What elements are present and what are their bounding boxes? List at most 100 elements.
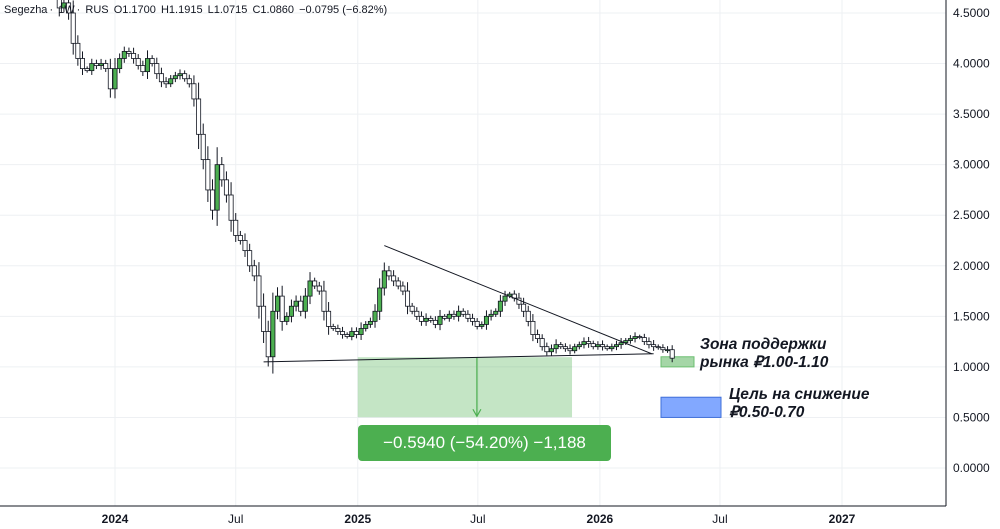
candle — [89, 58, 95, 75]
candle-body-down — [405, 290, 411, 307]
candle — [525, 305, 531, 327]
candle-body-down — [126, 51, 132, 54]
candle-body-down — [298, 300, 304, 312]
candle-body-up — [177, 73, 183, 77]
support-zone-annotation[interactable]: Зона поддержки рынка ₽1.00-1.10 — [700, 336, 828, 372]
exchange-label: RUS — [85, 4, 109, 16]
candle — [535, 329, 541, 344]
candle-body-down — [316, 285, 322, 292]
candle-body-down — [535, 334, 541, 339]
candle — [242, 233, 248, 257]
candle-body-up — [145, 58, 151, 73]
candle — [237, 230, 243, 245]
candle-body-up — [89, 63, 95, 72]
measure-area — [357, 357, 573, 418]
candle — [609, 343, 615, 352]
candle — [321, 280, 327, 321]
candle-body-down — [353, 331, 359, 335]
candle — [340, 326, 346, 339]
candle — [623, 337, 629, 345]
candle — [61, 0, 67, 13]
candle-body-down — [182, 73, 188, 80]
candle — [196, 82, 202, 150]
candle — [288, 299, 294, 323]
candle-body-down — [391, 275, 397, 282]
candle — [247, 243, 253, 272]
symbol-legend[interactable]: Segezha · 1W · RUS O1.1700 H1.1915 L1.0715… — [4, 4, 388, 16]
price-zones — [660, 356, 722, 418]
candle — [210, 179, 216, 220]
candle — [182, 70, 188, 82]
candle-body-up — [121, 51, 127, 59]
candle-body-down — [228, 194, 234, 221]
candle-body-down — [660, 347, 666, 351]
candle — [84, 66, 90, 73]
candle-body-up — [363, 324, 369, 329]
candle — [353, 327, 359, 339]
candle-body-down — [56, 0, 62, 9]
candle — [539, 334, 545, 351]
candle — [214, 147, 220, 226]
y-tick-label: 4.5000 — [953, 6, 990, 20]
candle — [358, 322, 364, 340]
measure-label[interactable]: −0.5940 (−54.20%) −1,188 — [358, 425, 611, 461]
candle — [131, 47, 137, 64]
candle — [627, 335, 633, 344]
candle-body-down — [131, 53, 137, 59]
candle-body-down — [442, 315, 448, 319]
candle-body-down — [219, 164, 225, 181]
candle — [446, 310, 452, 322]
candle — [567, 344, 573, 355]
candle — [600, 340, 606, 351]
x-tick-label: Jul — [228, 512, 243, 526]
candle-body-down — [451, 313, 457, 317]
candles — [56, 0, 675, 374]
candle-body-up — [595, 344, 601, 348]
candle — [474, 318, 480, 330]
symbol-name[interactable]: Segezha — [4, 4, 48, 16]
candle-body-down — [414, 310, 420, 317]
candle — [349, 327, 355, 341]
candle — [646, 337, 652, 349]
candle-body-down — [432, 319, 438, 325]
candle-body-down — [149, 58, 155, 64]
candle — [200, 123, 206, 170]
candle-body-down — [641, 337, 647, 343]
x-tick-label: 2027 — [829, 512, 856, 526]
y-tick-label: 2.5000 — [953, 208, 990, 222]
candle-body-up — [117, 58, 123, 70]
candle — [275, 287, 281, 320]
candle — [400, 281, 406, 296]
candle-body-down — [474, 320, 480, 327]
candle-body-down — [330, 326, 336, 329]
candle-body-up — [613, 344, 619, 348]
candle — [168, 75, 174, 88]
candle — [66, 0, 72, 20]
candle-body-down — [251, 265, 257, 277]
candle-body-down — [321, 290, 327, 312]
candle-body-up — [493, 310, 499, 315]
measure-arrowhead — [472, 408, 482, 418]
candle-body-down — [539, 338, 545, 348]
open-value: O1.1700 — [113, 4, 156, 16]
candle — [470, 313, 476, 326]
target-zone-annotation[interactable]: Цель на снижение ₽0.50-0.70 — [729, 386, 869, 422]
interval-label[interactable]: 1W — [58, 4, 75, 16]
candle — [618, 337, 624, 349]
candle — [437, 309, 443, 331]
candle-body-up — [284, 315, 290, 322]
candle-body-down — [525, 310, 531, 322]
candle-body-down — [558, 344, 564, 348]
candle-body-up — [437, 315, 443, 325]
candle — [163, 77, 169, 88]
candle-body-up — [456, 310, 462, 317]
candle-body-down — [418, 315, 424, 322]
y-tick-label: 2.0000 — [953, 259, 990, 273]
candle — [158, 67, 164, 88]
candle — [70, 0, 76, 55]
candle-body-up — [497, 300, 503, 312]
candle — [98, 58, 104, 70]
candle — [145, 50, 151, 79]
x-tick-label: 2025 — [344, 512, 371, 526]
